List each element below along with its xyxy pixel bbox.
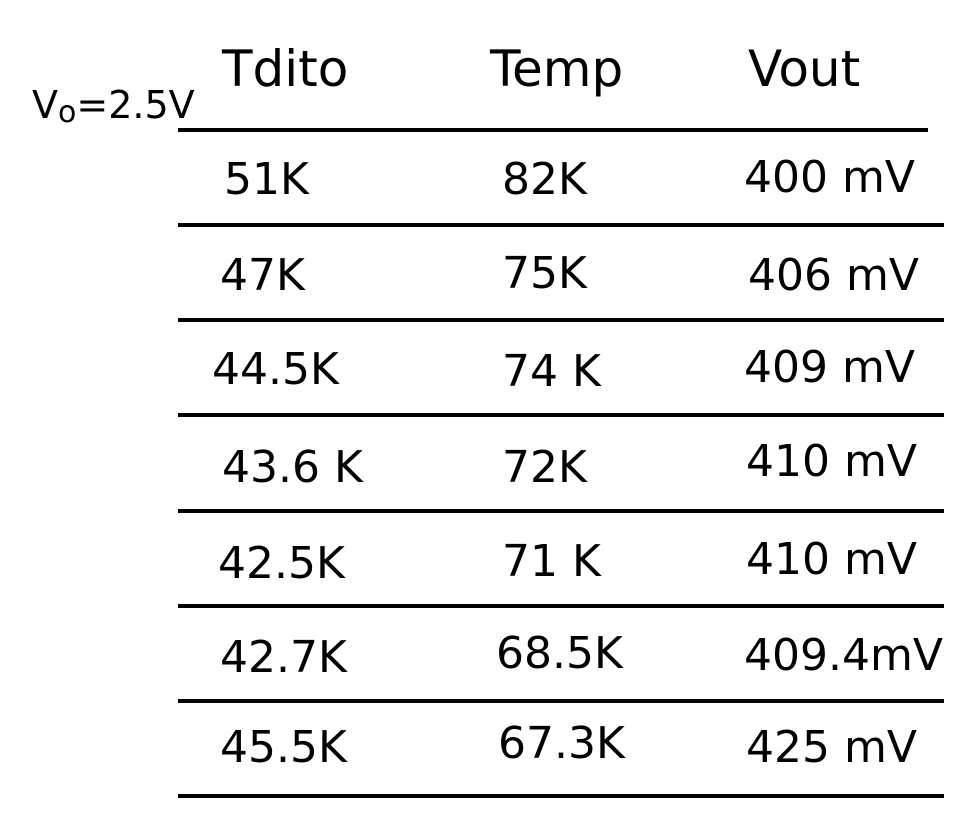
cell-tdito: 43.6 K (222, 442, 363, 493)
note-subscript: o (58, 95, 77, 130)
column-header-temp: Temp (490, 40, 624, 98)
cell-temp: 72K (502, 442, 587, 493)
column-header-vout: Vout (748, 40, 861, 98)
cell-temp: 67.3K (498, 718, 625, 769)
cell-tdito: 47K (220, 250, 305, 301)
cell-vout: 409.4mV (744, 630, 943, 681)
row-rule (178, 794, 944, 798)
supply-voltage-note: Vo=2.5V (32, 86, 195, 128)
row-rule (178, 413, 944, 417)
cell-temp: 75K (502, 248, 587, 299)
header-rule (178, 128, 928, 132)
column-header-tdito: Tdito (222, 40, 349, 98)
cell-vout: 400 mV (744, 152, 915, 203)
cell-temp: 71 K (502, 536, 601, 587)
row-rule (178, 223, 944, 227)
cell-vout: 410 mV (746, 436, 917, 487)
cell-tdito: 42.5K (218, 538, 345, 589)
cell-vout: 410 mV (746, 534, 917, 585)
cell-temp: 68.5K (496, 628, 623, 679)
cell-tdito: 51K (224, 154, 309, 205)
row-rule (178, 318, 944, 322)
note-value: =2.5V (76, 83, 195, 127)
cell-vout: 406 mV (748, 250, 919, 301)
note-symbol: V (32, 83, 58, 127)
cell-tdito: 45.5K (220, 722, 347, 773)
row-rule (178, 509, 944, 513)
row-rule (178, 699, 944, 703)
row-rule (178, 604, 944, 608)
cell-tdito: 44.5K (212, 344, 339, 395)
cell-temp: 74 K (502, 346, 601, 397)
cell-temp: 82K (502, 154, 587, 205)
cell-vout: 425 mV (746, 722, 917, 773)
cell-tdito: 42.7K (220, 632, 347, 683)
cell-vout: 409 mV (744, 342, 915, 393)
